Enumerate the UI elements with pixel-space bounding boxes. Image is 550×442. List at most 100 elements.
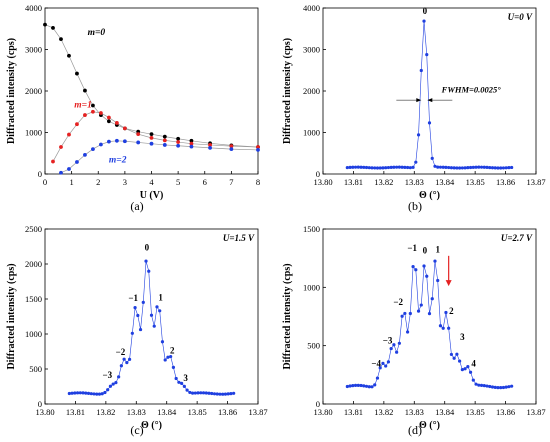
data-point (447, 326, 451, 330)
data-point (201, 391, 206, 395)
data-point (419, 68, 423, 73)
data-point (510, 384, 514, 388)
data-point (149, 135, 154, 140)
series-line (60, 140, 259, 174)
order-label: −2 (393, 297, 403, 307)
series-line (52, 111, 259, 162)
x-tick-label: 13.84 (435, 177, 455, 187)
data-point (477, 383, 481, 387)
x-tick-label: 13.83 (405, 177, 424, 187)
data-point (348, 384, 352, 388)
data-point (510, 165, 514, 170)
data-point (208, 143, 212, 147)
data-point (425, 52, 429, 57)
data-point (99, 142, 103, 147)
data-point (395, 350, 399, 354)
data-point (92, 392, 96, 396)
series-label: m=0 (88, 28, 106, 38)
data-point (403, 311, 407, 316)
data-point (444, 310, 448, 315)
data-point (171, 365, 176, 369)
data-point (414, 160, 418, 164)
data-point (389, 165, 393, 169)
data-point (91, 147, 95, 152)
data-point (125, 360, 129, 365)
data-point (493, 166, 497, 170)
data-point (479, 165, 484, 169)
data-point (359, 383, 363, 388)
data-point (356, 383, 360, 387)
data-point (188, 390, 192, 395)
data-point (485, 165, 489, 170)
panel-caption: (d) (408, 423, 422, 437)
data-point (507, 166, 511, 170)
highlight-arrowhead (445, 280, 452, 287)
data-point (411, 165, 415, 169)
data-point (185, 388, 189, 392)
data-point (152, 324, 156, 328)
y-tick-label: 1000 (303, 282, 320, 292)
fwhm-arrowhead-right (427, 98, 433, 103)
data-point (169, 354, 173, 359)
y-tick-label: 1500 (303, 224, 320, 234)
data-point (166, 355, 170, 359)
data-point (485, 384, 489, 388)
data-point (155, 305, 159, 309)
data-point (114, 381, 118, 385)
series-label: m=1 (74, 101, 92, 111)
y-tick-label: 0 (38, 399, 42, 409)
data-point (378, 366, 382, 370)
data-point (392, 165, 396, 169)
data-point (490, 166, 495, 170)
data-point (441, 165, 445, 169)
x-tick-label: 0 (43, 177, 47, 187)
data-point (400, 314, 404, 318)
x-axis-title: U (V) (140, 190, 164, 201)
data-point (353, 165, 358, 169)
x-tick-label: 13.82 (374, 407, 393, 417)
data-point (384, 166, 388, 170)
data-point (501, 385, 506, 390)
data-point (455, 166, 459, 170)
order-label: −3 (103, 370, 113, 380)
data-point (144, 259, 148, 263)
data-point (395, 165, 399, 169)
order-label: −4 (371, 359, 381, 369)
data-point (430, 297, 434, 301)
data-point (67, 132, 71, 137)
data-point (449, 352, 454, 357)
y-tick-label: 0 (38, 169, 42, 179)
order-label: 0 (423, 246, 428, 256)
data-point (199, 391, 203, 395)
data-point (353, 383, 358, 387)
data-point (256, 145, 260, 149)
y-tick-label: 1000 (303, 128, 320, 138)
data-point (107, 139, 111, 144)
data-point (504, 166, 508, 170)
data-point (81, 391, 85, 395)
data-point (367, 385, 371, 389)
data-point (204, 391, 208, 395)
data-point (190, 391, 195, 395)
y-tick-label: 2000 (25, 86, 42, 96)
data-point (51, 159, 55, 164)
x-tick-label: 13.84 (435, 407, 455, 417)
data-point (455, 352, 459, 356)
data-point (210, 391, 214, 396)
data-point (397, 165, 401, 169)
data-point (218, 392, 222, 396)
order-label: 0 (145, 243, 150, 253)
data-point (59, 170, 63, 175)
condition-label: U=1.5 V (223, 233, 255, 243)
data-point (375, 166, 380, 170)
x-tick-label: 13.86 (218, 407, 237, 417)
data-point (479, 383, 484, 387)
scan-line (69, 261, 234, 395)
x-tick-label: 13.86 (496, 407, 515, 417)
data-point (229, 392, 233, 396)
data-point (106, 388, 110, 392)
data-point (471, 165, 475, 169)
data-point (436, 165, 440, 169)
data-point (414, 268, 418, 272)
data-point (400, 165, 404, 169)
